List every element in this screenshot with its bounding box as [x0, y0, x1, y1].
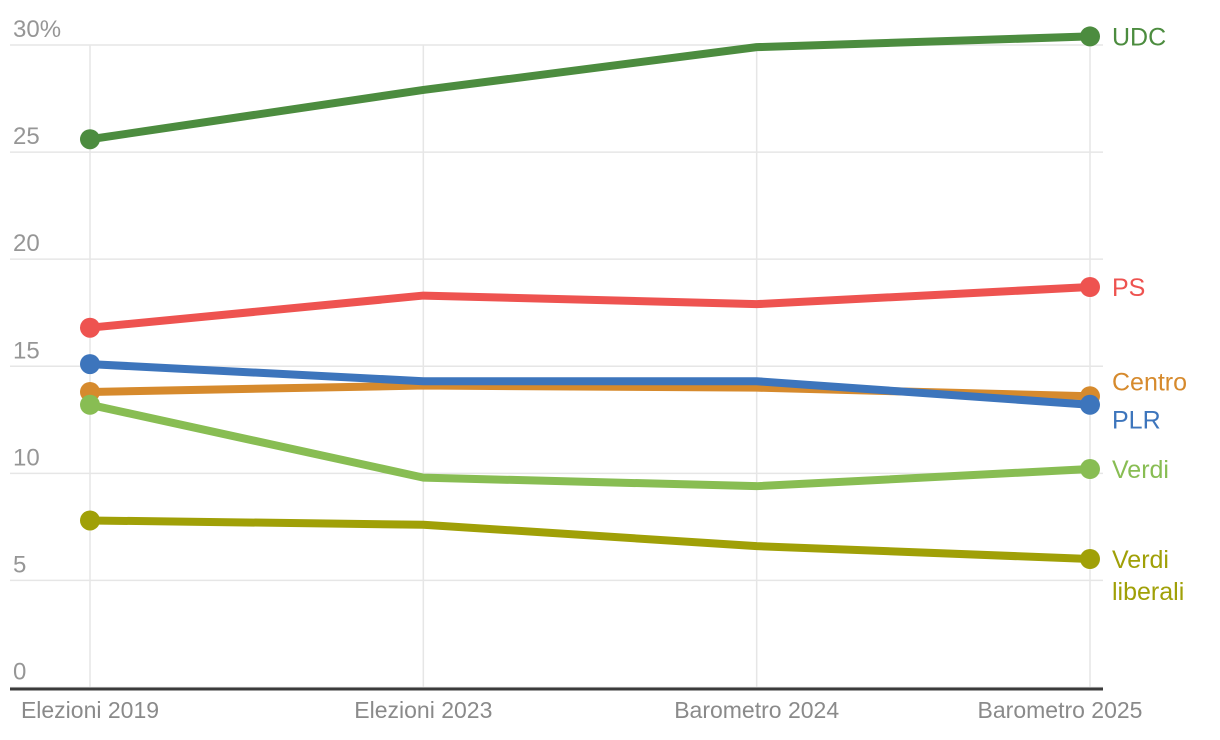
- series-label-centro: Centro: [1112, 369, 1187, 397]
- x-axis-tick-label: Barometro 2025: [978, 697, 1143, 723]
- series-endpoint-dot-udc-end: [1080, 26, 1100, 47]
- series-label-udc: UDC: [1112, 23, 1166, 51]
- x-axis-tick-label: Elezioni 2023: [354, 697, 492, 723]
- series-endpoint-dot-plr-start: [80, 354, 100, 375]
- y-axis-tick-label: 25: [13, 123, 40, 150]
- series-line-udc: [89, 32, 1091, 144]
- y-axis-tick-label: 0: [13, 659, 26, 686]
- y-axis-tick-label: 20: [13, 230, 40, 257]
- series-label-plr: PLR: [1112, 407, 1161, 435]
- series-endpoint-dot-verdi-liberali-start: [80, 510, 100, 531]
- series-line-verdi: [89, 400, 1091, 491]
- series-endpoint-dot-udc-start: [80, 129, 100, 150]
- series-endpoint-dot-verdi-end: [1080, 459, 1100, 480]
- series-line-verdi-liberali: [89, 516, 1091, 563]
- series-label-verdi-liberali: liberali: [1112, 578, 1184, 606]
- series-endpoint-dot-ps-end: [1080, 277, 1100, 298]
- series-line-ps: [89, 283, 1091, 332]
- series-endpoint-dot-ps-start: [80, 317, 100, 338]
- y-axis-tick-label: 5: [13, 551, 26, 578]
- series-label-verdi-liberali: Verdi: [1112, 546, 1169, 574]
- series-endpoint-dot-plr-end: [1080, 394, 1100, 415]
- x-axis-tick-label: Elezioni 2019: [21, 697, 159, 723]
- series-endpoint-dot-verdi-liberali-end: [1080, 549, 1100, 569]
- series-label-verdi: Verdi: [1112, 456, 1169, 484]
- series-line-plr: [89, 360, 1091, 409]
- y-axis-tick-label: 10: [13, 444, 40, 471]
- series-endpoint-dot-verdi-start: [80, 394, 100, 415]
- y-axis-tick-label: 30%: [13, 16, 61, 43]
- series-label-ps: PS: [1112, 274, 1145, 302]
- x-axis-tick-label: Barometro 2024: [674, 697, 839, 723]
- y-axis-tick-label: 15: [13, 337, 40, 364]
